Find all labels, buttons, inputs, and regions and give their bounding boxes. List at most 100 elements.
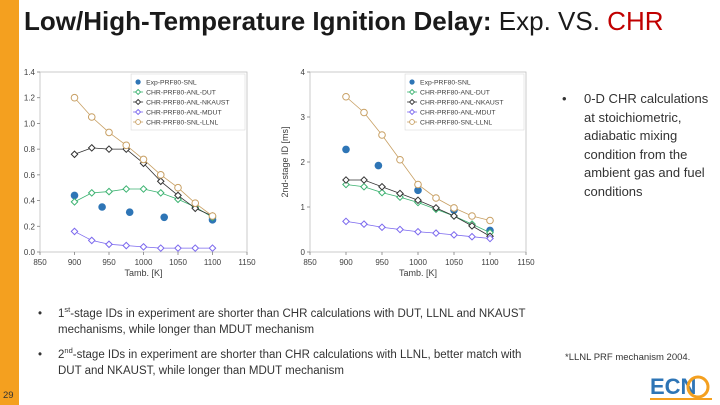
second-stage-x-tick-label: 950 <box>375 258 389 267</box>
second-stage-y-axis-label: 2nd-stage ID [ms] <box>280 126 290 197</box>
first-stage-series-nkaust-point <box>105 145 113 154</box>
first-stage-legend-label: CHR-PRF80-ANL-MDUT <box>146 110 222 117</box>
first-stage-x-tick-label: 950 <box>102 258 116 267</box>
first-stage-y-tick-label: 0.8 <box>24 145 36 154</box>
second-stage-series-llnl-point <box>360 108 368 117</box>
second-stage-series-nkaust-point <box>468 221 476 230</box>
first-stage-series-mdut-point <box>87 236 96 245</box>
second-stage-x-tick-label: 1150 <box>517 258 535 267</box>
first-stage-y-tick-label: 0.0 <box>24 248 36 257</box>
second-stage-series-llnl-point <box>396 155 404 164</box>
first-stage-series-exp-point <box>160 213 168 222</box>
first-stage-series-llnl-point <box>208 212 217 220</box>
slide-title: Low/High-Temperature Ignition Delay: Exp… <box>24 6 664 37</box>
second-stage-series-mdut-point <box>468 232 476 241</box>
second-stage-series-nkaust-point <box>342 176 350 184</box>
bottom-bullets: • 1st-stage IDs in experiment are shorter… <box>38 306 538 388</box>
first-stage-series-llnl-point <box>139 155 148 164</box>
second-stage-series-nkaust-point <box>450 212 458 220</box>
first-stage-series-mdut-point <box>174 244 182 253</box>
second-stage-x-tick-label: 1000 <box>409 258 427 267</box>
second-stage-legend-marker <box>409 79 415 85</box>
first-stage-legend-marker <box>134 98 142 106</box>
first-stage-series-mdut-point <box>208 244 217 253</box>
second-stage-series-mdut-point <box>432 229 440 238</box>
bullet-text: -stage IDs in experiment are shorter tha… <box>58 308 526 336</box>
second-stage-legend-label: CHR-PRF80-ANL-DUT <box>420 90 490 97</box>
second-stage-x-axis-label: Tamb. [K] <box>399 268 437 278</box>
right-bullet: • 0-D CHR calculations at stoichiometric… <box>562 90 712 201</box>
first-stage-series-mdut-point <box>122 241 131 250</box>
bullet-symbol: • <box>38 308 43 320</box>
first-stage-series-dut-point <box>139 185 148 193</box>
first-stage-series-dut-point <box>156 188 165 197</box>
first-stage-y-tick-label: 0.2 <box>24 222 36 231</box>
footnote: *LLNL PRF mechanism 2004. <box>565 352 691 363</box>
first-stage-series-exp-point <box>125 208 134 216</box>
second-stage-legend-marker <box>408 88 416 96</box>
second-stage-legend-label: CHR-PRF80-ANL-NKAUST <box>420 100 503 107</box>
second-stage-series-llnl-point <box>486 216 494 225</box>
first-stage-y-tick-label: 1.2 <box>24 94 36 103</box>
second-stage-series-mdut-point <box>414 227 422 236</box>
first-stage-series-mdut-point <box>139 242 148 251</box>
first-stage-series-exp-point <box>70 191 79 200</box>
second-stage-series-nkaust-point <box>360 176 368 184</box>
bullet-sup: nd <box>64 346 73 356</box>
second-stage-y-tick-label: 0 <box>301 248 306 257</box>
first-stage-legend-marker <box>135 119 141 125</box>
first-stage-x-tick-label: 1050 <box>169 258 187 267</box>
first-stage-x-tick-label: 1000 <box>135 258 153 267</box>
first-stage-legend-label: CHR-PRF80-ANL-DUT <box>146 90 216 97</box>
first-stage-legend-label: CHR-PRF80-SNL-LLNL <box>146 120 218 127</box>
second-stage-series-nkaust-point <box>396 189 404 198</box>
second-stage-x-tick-label: 1050 <box>445 258 463 267</box>
second-stage-series-mdut-point <box>450 230 458 239</box>
bullet-first-stage: • 1st-stage IDs in experiment are shorter… <box>38 306 538 338</box>
first-stage-legend-marker <box>135 79 141 85</box>
first-stage-series-nkaust-point <box>174 191 182 200</box>
first-stage-legend-label: CHR-PRF80-ANL-NKAUST <box>146 100 229 107</box>
first-stage-x-tick-label: 1100 <box>204 258 222 267</box>
second-stage-series-mdut-point <box>342 217 350 226</box>
first-stage-series-mdut-point <box>191 244 200 253</box>
logo-ring <box>686 375 710 399</box>
first-stage-series-mdut-point <box>70 227 79 236</box>
first-stage-series-mdut-point <box>156 244 165 253</box>
bullet-pre: 1 <box>58 308 65 320</box>
second-stage-y-tick-label: 1 <box>301 203 306 212</box>
second-stage-series-mdut-point <box>396 225 404 234</box>
second-stage-series-llnl-point <box>432 194 440 202</box>
second-stage-series-mdut-point <box>360 220 368 229</box>
second-stage-y-tick-label: 4 <box>301 68 306 77</box>
first-stage-series-llnl-point <box>156 171 165 179</box>
second-stage-y-tick-label: 3 <box>301 113 306 122</box>
first-stage-x-tick-label: 900 <box>68 258 82 267</box>
first-stage-x-tick-label: 1150 <box>238 258 256 267</box>
bullet-sup: st <box>64 305 71 315</box>
first-stage-x-axis-label: Tamb. [K] <box>124 268 162 278</box>
second-stage-x-tick-label: 900 <box>339 258 353 267</box>
second-stage-y-tick-label: 2 <box>301 158 306 167</box>
first-stage-legend-box <box>130 73 246 131</box>
second-stage-legend-marker <box>408 108 416 116</box>
first-stage-series-dut-point <box>87 188 96 197</box>
first-stage-series-dut-point <box>70 197 79 206</box>
first-stage-y-tick-label: 0.6 <box>24 171 36 180</box>
first-stage-y-tick-label: 1.4 <box>24 68 36 77</box>
second-stage-series-llnl-point <box>414 180 422 189</box>
second-stage-legend-box <box>404 73 525 131</box>
first-stage-series-nkaust-point <box>191 204 200 213</box>
charts-area: 0.0 0.2 0.4 0.6 0.8 1.0 1.2 1.4 850 900 950 1000 105… <box>24 68 535 278</box>
first-stage-series-llnl-point <box>70 93 79 102</box>
first-stage-legend-marker <box>134 88 142 96</box>
first-stage-y-tick-label: 1.0 <box>24 119 36 128</box>
first-stage-series-dut-point <box>105 187 113 196</box>
second-stage-x-tick-label: 850 <box>303 258 317 267</box>
first-stage-legend-label: Exp-PRF80-SNL <box>146 80 197 87</box>
second-stage-series-exp-point <box>374 161 383 170</box>
second-stage-series-nkaust-point <box>414 196 422 205</box>
second-stage-series-exp-point <box>414 186 422 195</box>
bullet-second-stage: • 2nd-stage IDs in experiment are shorter… <box>38 347 538 379</box>
second-stage-series-exp-point <box>342 145 350 154</box>
